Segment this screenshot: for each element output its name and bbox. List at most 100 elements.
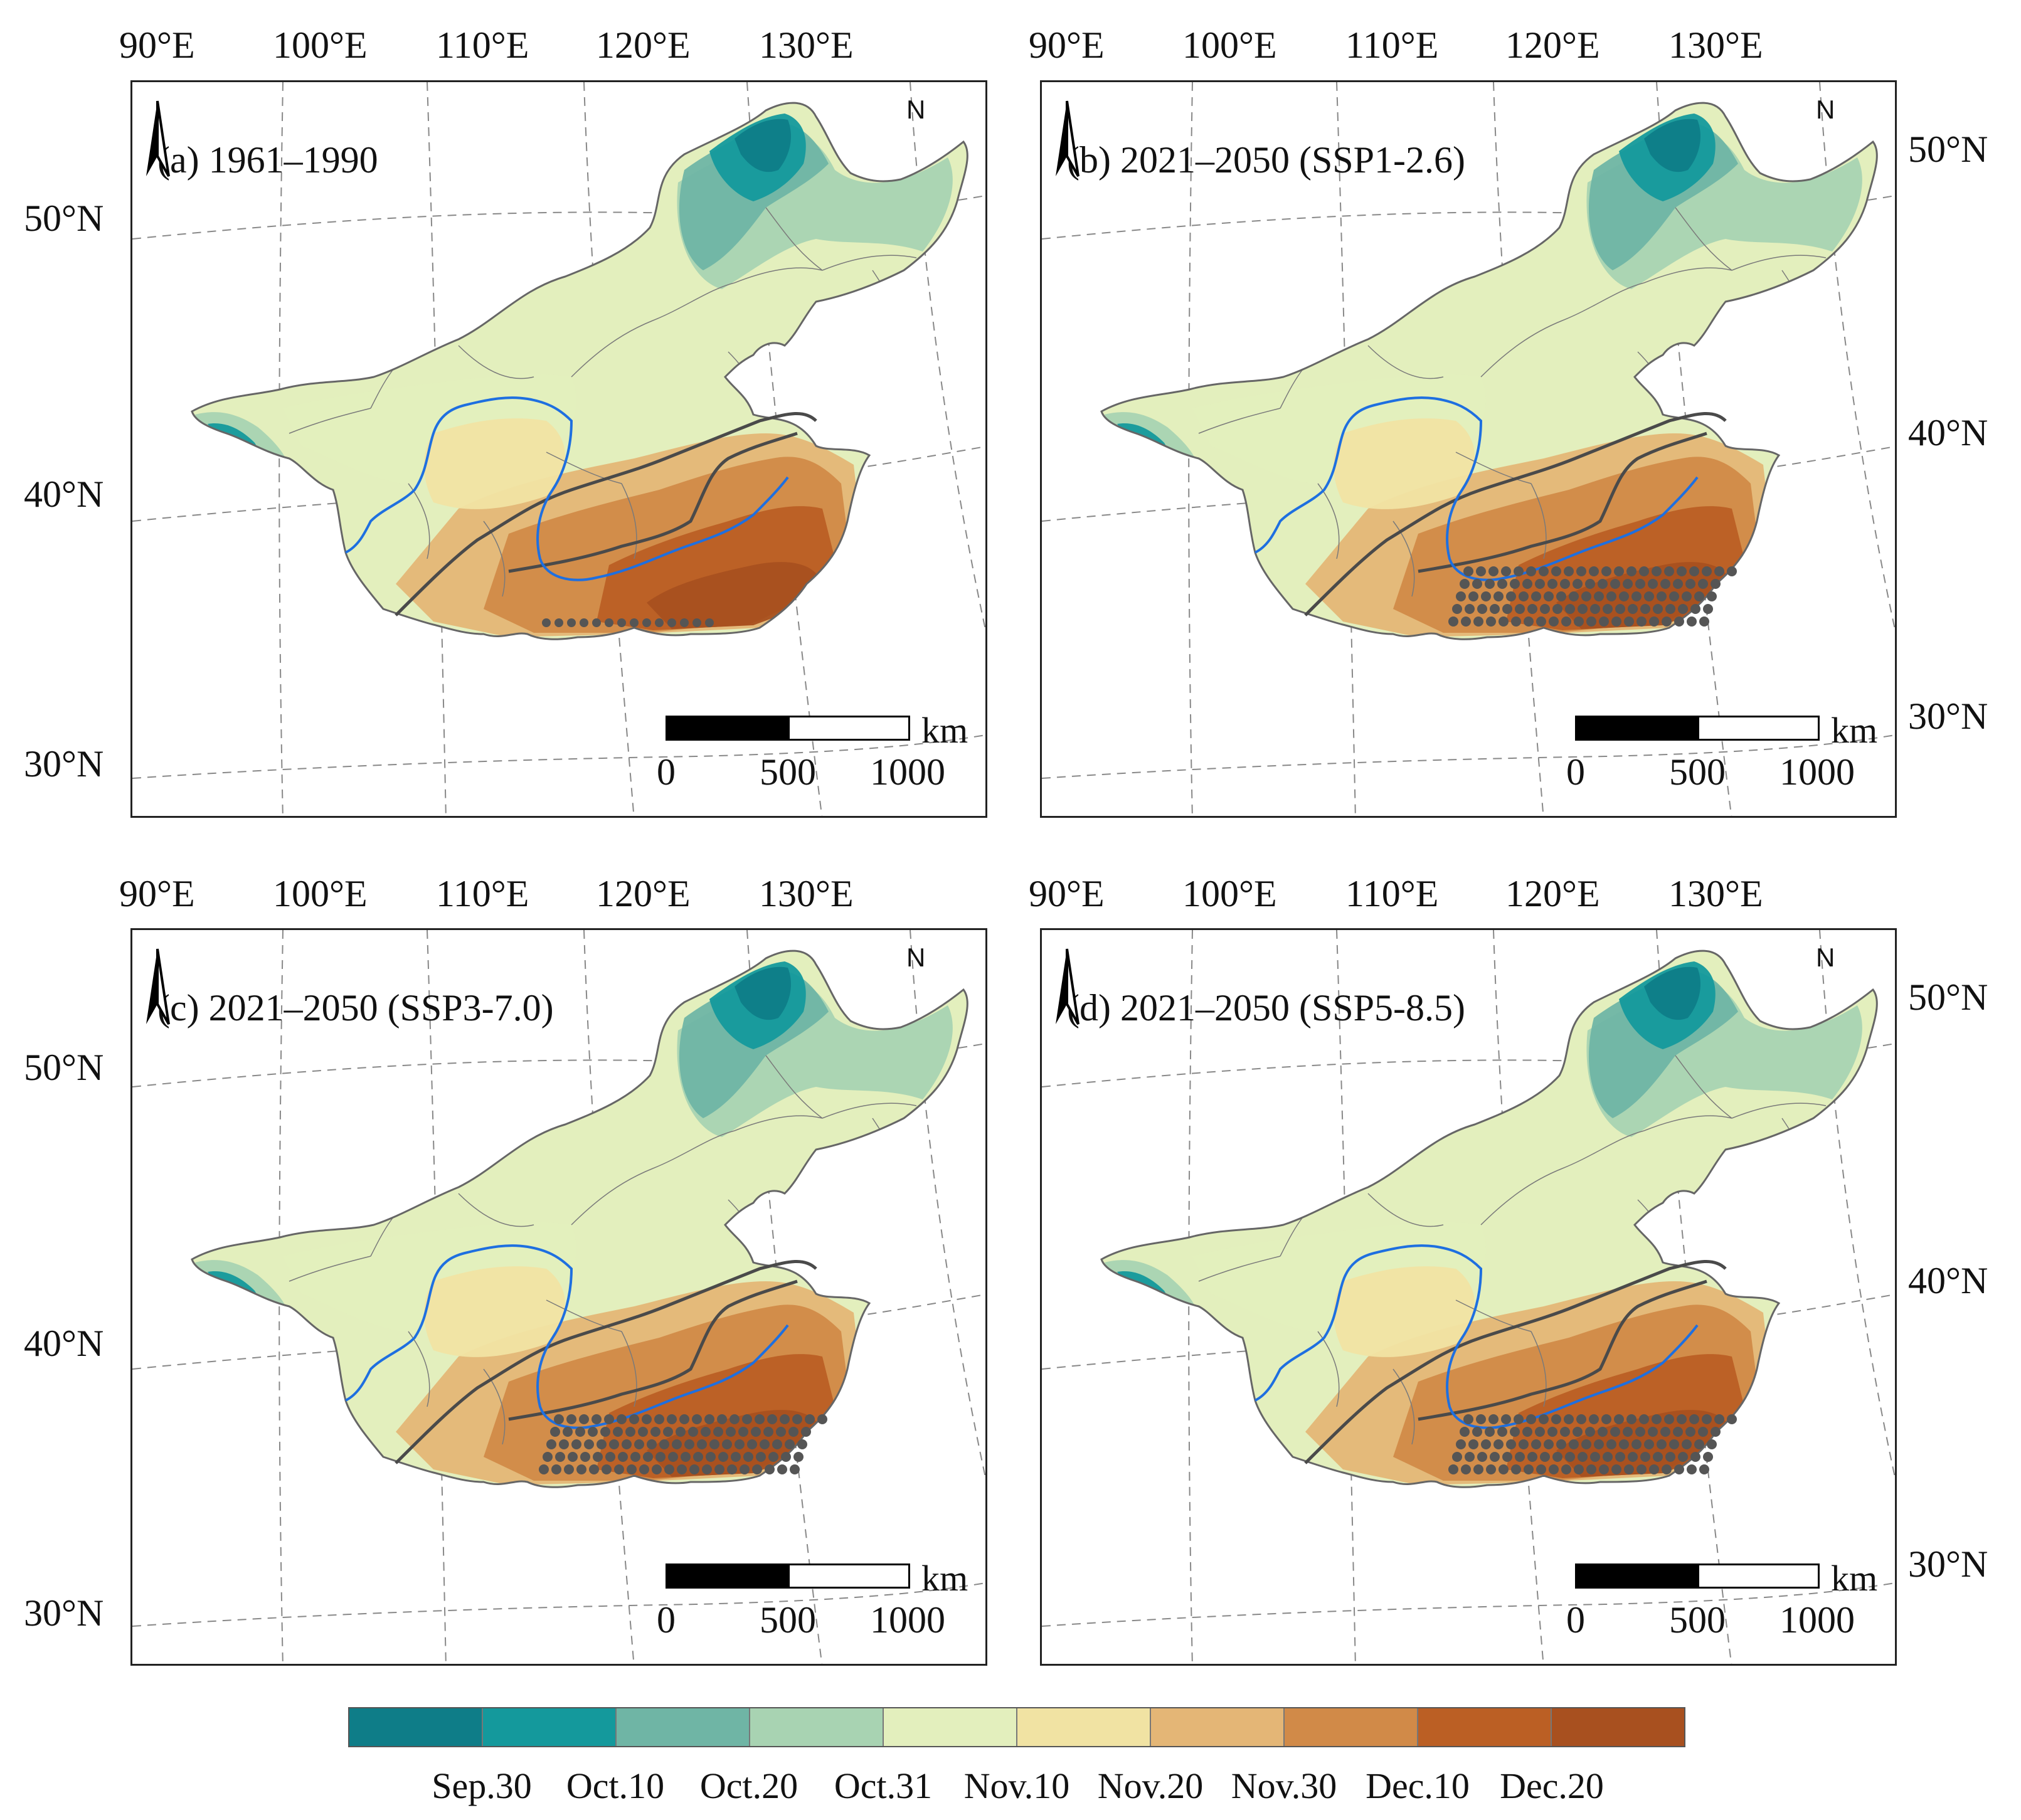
significance-dot — [1547, 579, 1557, 589]
significance-dot — [1624, 616, 1634, 627]
graticule-line — [278, 82, 284, 816]
basin-boundary — [1418, 431, 1707, 573]
significance-dot — [1699, 616, 1709, 627]
north-arrow-icon — [1056, 948, 1079, 1025]
significance-dot — [1598, 579, 1608, 589]
significance-dot — [1465, 1452, 1475, 1462]
province-border — [652, 1130, 735, 1169]
significance-dot — [1460, 1427, 1470, 1437]
significance-dot — [605, 618, 613, 627]
significance-dot — [1524, 616, 1534, 627]
region-outline — [191, 950, 968, 1488]
significance-dot — [1586, 1464, 1596, 1474]
significance-dot — [1501, 566, 1511, 576]
lon-label-100e-a: 100°E — [273, 24, 368, 66]
scale-tick-500: 500 — [760, 1599, 816, 1641]
river-line — [1255, 396, 1699, 581]
province-border — [289, 408, 371, 434]
region-outline — [1100, 102, 1878, 640]
zone-group — [195, 114, 953, 637]
graticule-line — [427, 930, 447, 1664]
significance-dot — [667, 1414, 677, 1424]
province-border — [458, 1193, 534, 1227]
graticule-line — [1336, 930, 1356, 1664]
significance-dot — [604, 1414, 614, 1424]
significance-dot — [1689, 566, 1699, 576]
scale-bar — [666, 716, 910, 741]
significance-dot — [1473, 1464, 1483, 1474]
significance-dot — [722, 1439, 732, 1449]
river-line — [345, 1244, 789, 1429]
significance-dot — [1640, 604, 1650, 614]
graticule-line — [583, 930, 635, 1664]
province-border — [1643, 267, 1732, 283]
significance-dot — [1610, 1427, 1620, 1437]
significance-dot — [1514, 566, 1524, 576]
province-border — [1675, 1055, 1732, 1119]
significance-dot — [630, 618, 639, 627]
significance-dot — [1511, 616, 1521, 627]
lon-label-100e-d: 100°E — [1182, 873, 1277, 914]
scale-tick-0: 0 — [1566, 751, 1585, 793]
lon-label-110e-c: 110°E — [436, 873, 529, 914]
significance-dot — [1727, 1414, 1737, 1424]
significance-dot — [575, 1427, 585, 1437]
significance-dot — [1685, 1427, 1695, 1437]
north-arrow-icon — [146, 948, 170, 1025]
significance-dot — [554, 1414, 564, 1424]
significance-dot — [1624, 1464, 1634, 1474]
significance-dot — [1652, 566, 1662, 576]
significance-dot — [1463, 1414, 1473, 1424]
significance-dot — [772, 1439, 782, 1449]
significance-dot — [1472, 579, 1482, 589]
significance-dot — [1707, 1439, 1717, 1449]
significance-dot — [1698, 579, 1708, 589]
graticule-line — [1188, 930, 1193, 1664]
scale-unit: km — [1831, 1558, 1878, 1599]
significance-dot — [1648, 579, 1658, 589]
significance-dot — [751, 1427, 761, 1437]
significance-dot — [593, 1452, 603, 1462]
legend-label-dec10: Dec.10 — [1366, 1765, 1470, 1806]
significance-dot — [709, 1439, 719, 1449]
lon-label-90e-c: 90°E — [119, 873, 195, 914]
significance-dot — [1657, 591, 1667, 601]
significance-dot — [676, 1427, 686, 1437]
significance-dot — [1536, 616, 1546, 627]
significance-dot — [1527, 1452, 1537, 1462]
significance-dot — [801, 1427, 811, 1437]
significance-dot — [1549, 1464, 1559, 1474]
significance-dot — [1590, 1452, 1600, 1462]
panel-title: (c) 2021–2050 (SSP3-7.0) — [157, 987, 554, 1029]
significance-dot — [1556, 591, 1566, 601]
significance-dot — [1560, 579, 1570, 589]
significance-dot — [1698, 1427, 1708, 1437]
significance-dot — [704, 1414, 714, 1424]
lat-label-40n-d: 40°N — [1908, 1260, 1988, 1301]
significance-dot — [793, 1452, 804, 1462]
basin-boundary — [1304, 1260, 1727, 1464]
legend-swatch — [884, 1708, 1017, 1746]
lon-label-90e-b: 90°E — [1029, 24, 1105, 66]
significance-dot — [729, 1414, 740, 1424]
significance-dot — [1598, 1427, 1608, 1437]
province-border — [734, 267, 823, 283]
lat-label-30n-a: 30°N — [24, 743, 104, 785]
lon-label-120e-c: 120°E — [596, 873, 691, 914]
significance-dot — [1511, 1464, 1521, 1474]
significance-dot — [1515, 1452, 1525, 1462]
significance-dot — [1648, 1427, 1658, 1437]
significance-dot — [1510, 579, 1520, 589]
significance-dot — [602, 1464, 612, 1474]
significance-dot — [1561, 1464, 1571, 1474]
significance-dot — [1662, 1464, 1672, 1474]
significance-dot — [567, 618, 576, 627]
significance-dot — [1493, 1439, 1504, 1449]
significance-dot — [1502, 1452, 1512, 1462]
significance-dot — [1578, 604, 1588, 614]
lat-label-40n-a: 40°N — [24, 474, 104, 515]
significance-dot — [1677, 1414, 1687, 1424]
province-border — [571, 1168, 654, 1225]
significance-dot — [701, 1427, 711, 1437]
significance-dot — [717, 1414, 727, 1424]
